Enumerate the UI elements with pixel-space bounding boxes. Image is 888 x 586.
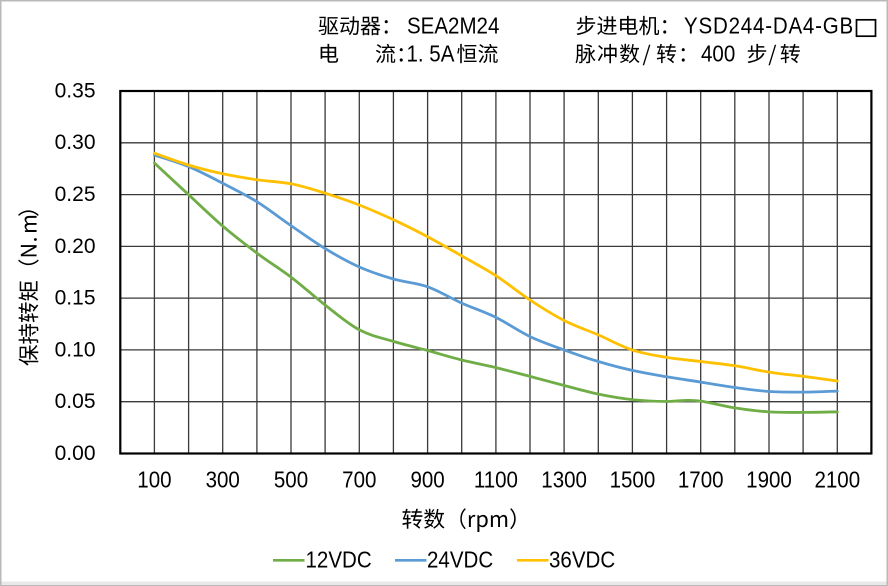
svg-text:0.20: 0.20	[55, 235, 96, 258]
svg-text:300: 300	[206, 466, 240, 492]
svg-text:100: 100	[137, 466, 171, 492]
svg-text:YSD244-DA4-GB: YSD244-DA4-GB	[684, 12, 854, 38]
svg-text:0.05: 0.05	[55, 390, 96, 413]
svg-text:0.10: 0.10	[55, 338, 96, 361]
svg-text:0.00: 0.00	[55, 442, 96, 465]
svg-text:SEA2M24: SEA2M24	[407, 12, 499, 38]
svg-text:1900: 1900	[746, 466, 792, 492]
svg-text:0.35: 0.35	[55, 79, 96, 102]
svg-text:1100: 1100	[474, 466, 518, 492]
svg-text:0.25: 0.25	[55, 183, 96, 206]
svg-text:1. 5A: 1. 5A	[407, 40, 455, 66]
svg-text:700: 700	[342, 466, 376, 492]
svg-text:2100: 2100	[814, 466, 860, 492]
svg-text:0.15: 0.15	[55, 287, 96, 310]
svg-text:1300: 1300	[541, 466, 587, 492]
svg-text:400: 400	[701, 40, 735, 66]
svg-text:12VDC: 12VDC	[306, 546, 372, 572]
svg-text:500: 500	[274, 466, 308, 492]
svg-text:1700: 1700	[678, 466, 724, 492]
svg-text:900: 900	[410, 466, 444, 492]
svg-text:36VDC: 36VDC	[549, 546, 615, 572]
svg-text:1500: 1500	[610, 466, 656, 492]
svg-text:24VDC: 24VDC	[427, 546, 493, 572]
svg-text:0.30: 0.30	[55, 131, 96, 154]
